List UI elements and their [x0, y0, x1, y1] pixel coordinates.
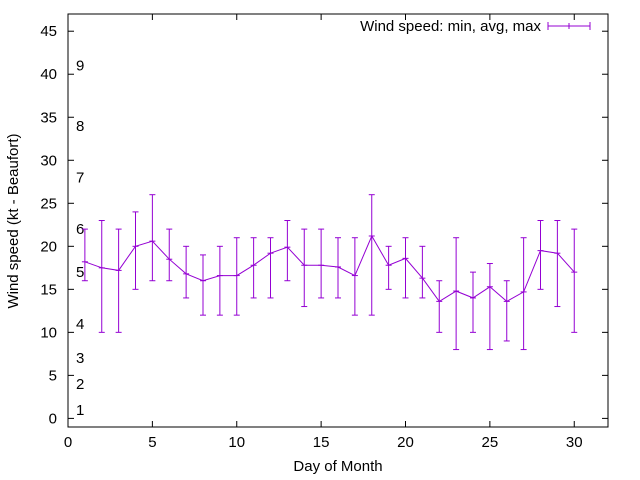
y-tick-label: 0: [49, 410, 57, 427]
y-tick-label: 10: [40, 324, 57, 341]
beaufort-label: 6: [76, 221, 84, 238]
y-tick-label: 35: [40, 109, 57, 126]
error-bar: [98, 220, 105, 333]
beaufort-label: 5: [76, 264, 84, 281]
error-bar: [233, 237, 240, 316]
error-bar: [132, 211, 139, 290]
error-bar: [537, 220, 544, 290]
error-bar: [318, 228, 325, 299]
x-tick-label: 30: [566, 434, 583, 451]
beaufort-scale: 1 2 3 4 5 6 7 8 9: [76, 58, 84, 419]
error-bar: [520, 237, 527, 351]
error-bar: [166, 228, 173, 282]
error-bar: [301, 228, 308, 308]
y-tick-label: 25: [40, 195, 57, 212]
y-tick-label: 15: [40, 281, 57, 298]
error-bar: [81, 228, 88, 282]
error-bar: [115, 228, 122, 333]
x-tick-label: 25: [482, 434, 499, 451]
error-bar: [554, 220, 561, 308]
beaufort-label: 7: [76, 169, 84, 186]
y-tick-label: 30: [40, 152, 57, 169]
error-bar: [200, 254, 206, 316]
error-bar: [149, 194, 156, 282]
error-bar: [284, 220, 291, 282]
error-bar: [419, 245, 426, 299]
x-tick-label: 15: [313, 434, 330, 451]
x-tick-label: 20: [397, 434, 414, 451]
plot-frame: [67, 13, 609, 428]
beaufort-label: 3: [76, 350, 84, 367]
x-tick-label: 0: [64, 434, 72, 451]
error-bar: [470, 271, 476, 333]
beaufort-label: 2: [76, 376, 84, 393]
error-bar: [436, 280, 443, 333]
y-tick-label: 5: [49, 367, 57, 384]
error-bar: [368, 194, 375, 316]
legend: Wind speed: min, avg, max: [360, 18, 591, 35]
beaufort-label: 4: [76, 316, 84, 333]
error-bar: [503, 280, 510, 342]
error-bar: [267, 237, 274, 299]
beaufort-label: 1: [76, 402, 84, 419]
error-bar: [571, 228, 578, 333]
y-tick-label: 20: [40, 238, 57, 255]
x-axis: 0 5 10 15 20 25 30: [64, 14, 583, 451]
error-bar: [216, 245, 223, 316]
series-layer: [81, 194, 578, 351]
error-bar: [183, 245, 190, 299]
y-axis-title: Wind speed (kt - Beaufort): [5, 133, 22, 308]
legend-line-sample: [547, 22, 591, 30]
error-bar: [335, 237, 341, 299]
y-tick-label: 45: [40, 23, 57, 40]
beaufort-label: 8: [76, 118, 84, 135]
x-tick-label: 10: [228, 434, 245, 451]
error-bar: [402, 237, 409, 299]
error-bar: [385, 245, 392, 290]
x-axis-title: Day of Month: [293, 458, 382, 475]
y-tick-label: 40: [40, 66, 57, 83]
legend-label: Wind speed: min, avg, max: [360, 18, 541, 35]
series-line: [84, 234, 575, 303]
beaufort-label: 9: [76, 58, 84, 75]
error-bar: [453, 237, 460, 351]
error-bar: [351, 237, 358, 316]
error-bar: [486, 263, 493, 351]
x-tick-label: 5: [148, 434, 156, 451]
error-bar: [250, 237, 257, 299]
